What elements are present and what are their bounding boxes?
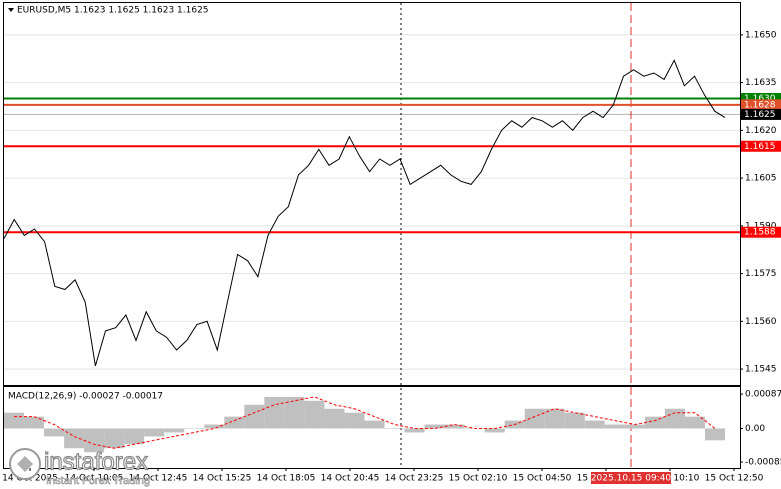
macd-bar: [244, 404, 265, 429]
macd-bar: [284, 396, 305, 429]
macd-title: MACD(12,26,9) -0.00027 -0.00017: [8, 392, 163, 402]
macd-bar: [144, 428, 165, 437]
y-tick-label: 1.1605: [745, 174, 777, 184]
level-label-box: [741, 99, 781, 111]
y-tick-label: 1.1620: [745, 126, 777, 136]
level-label: 1.1625: [744, 110, 776, 120]
macd-bar: [164, 428, 185, 433]
level-label-box: [741, 93, 781, 104]
signal-line: [14, 396, 716, 449]
macd-bar: [104, 428, 125, 449]
level-label: 1.1588: [744, 228, 776, 238]
macd-bar: [704, 428, 725, 441]
watermark-subtitle: Instant Forex Trading: [46, 475, 150, 487]
macd-bar: [264, 396, 285, 429]
macd-bar: [404, 428, 425, 433]
macd-bar: [444, 424, 465, 429]
level-label: 1.1630: [744, 94, 776, 104]
level-label: 1.1615: [744, 142, 776, 152]
x-tick-label: 14 Oct 20:45: [321, 474, 380, 484]
macd-bar: [324, 408, 345, 429]
y-tick-label: 0.00: [745, 424, 765, 434]
macd-bar: [24, 416, 45, 429]
macd-bar: [204, 424, 225, 429]
level-label-box: [741, 108, 781, 120]
watermark: instaforex Instant Forex Trading: [9, 448, 150, 487]
time-marker-label: 2025.10.15 09:40: [591, 474, 672, 484]
level-label-box: [741, 140, 781, 152]
y-tick-label: 1.1650: [745, 30, 777, 40]
y-tick-label: 1.1545: [745, 365, 777, 375]
watermark-text: instaforex: [44, 448, 148, 475]
x-tick-label: 14 Oct 12:45: [129, 474, 188, 484]
macd-bar: [544, 408, 565, 429]
x-tick-label: 15 Oct 12:50: [705, 474, 764, 484]
price-line: [3, 59, 726, 367]
time-marker-box: [591, 472, 671, 484]
chart-title: EURUSD,M5 1.1623 1.1625 1.1623 1.1625: [17, 6, 209, 16]
macd-bar: [684, 416, 705, 429]
macd-bar: [84, 428, 105, 453]
macd-bar: [604, 424, 625, 429]
macd-bar: [644, 416, 665, 429]
macd-bar: [664, 408, 685, 429]
macd-bar: [44, 428, 65, 437]
level-label: 1.1628: [744, 100, 776, 110]
level-label-box: [741, 226, 781, 238]
macd-bar: [344, 412, 365, 429]
macd-bar: [524, 408, 545, 429]
macd-bar: [64, 428, 85, 449]
macd-bar: [4, 412, 25, 429]
x-tick-label: 14 Oct 18:05: [257, 474, 316, 484]
watermark-icon-shape: [17, 456, 33, 472]
y-tick-label: 1.1635: [745, 78, 777, 88]
x-tick-label: 15 Oct 04:50: [513, 474, 572, 484]
y-tick-label: 1.1560: [745, 317, 777, 327]
y-tick-label: 1.1590: [745, 221, 777, 231]
y-tick-label: 1.1575: [745, 269, 777, 279]
y-tick-label: 0.00087: [745, 390, 781, 400]
macd-bar: [304, 400, 325, 429]
macd-bar: [224, 416, 245, 429]
y-tick-label: -0.00085: [745, 458, 781, 468]
macd-bar: [564, 412, 585, 429]
macd-bar: [184, 428, 205, 429]
macd-bar: [484, 428, 505, 433]
macd-bar: [384, 428, 405, 429]
macd-panel-border: [3, 386, 741, 469]
x-tick-label: 14 Oct 15:25: [193, 474, 252, 484]
macd-bar: [364, 420, 385, 429]
macd-bar: [584, 420, 605, 429]
menu-arrow: [8, 8, 14, 12]
macd-bar: [624, 424, 645, 429]
x-tick-label: 14 Oct 10:05: [65, 474, 124, 484]
x-tick-label: 14 Oct 23:25: [385, 474, 444, 484]
x-tick-label: 15 Oct 02:10: [449, 474, 508, 484]
macd-bar: [124, 428, 145, 445]
macd-bar: [424, 424, 445, 429]
price-panel-border: [3, 2, 741, 386]
